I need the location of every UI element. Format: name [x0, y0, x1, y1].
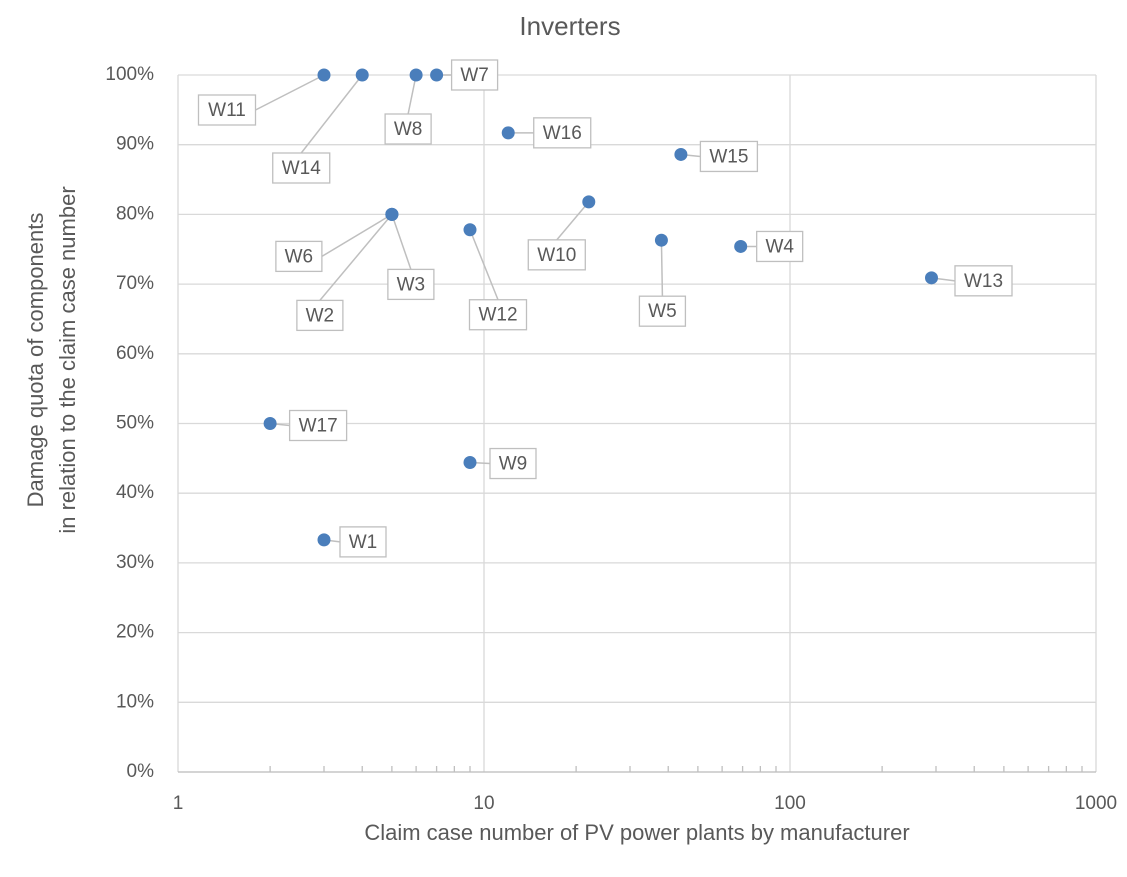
leader-line	[556, 201, 590, 241]
label-box	[638, 295, 687, 327]
leader-line	[660, 240, 664, 297]
leader-line	[255, 74, 325, 111]
point-label: W3	[397, 274, 426, 295]
point	[734, 239, 748, 253]
point	[317, 68, 331, 82]
y-tick-label: 100%	[105, 64, 154, 85]
x-tick-label: 100	[774, 793, 806, 814]
point	[317, 533, 331, 547]
x-axis-title: Claim case number of PV power plants by …	[364, 820, 909, 845]
point-label: W13	[964, 271, 1003, 292]
leader-line	[300, 74, 363, 154]
label-box	[489, 447, 537, 480]
label-box	[387, 268, 435, 301]
y-tick-label: 50%	[116, 413, 154, 434]
point	[409, 68, 423, 82]
y-tick-label: 10%	[116, 691, 154, 712]
point-label: W11	[208, 100, 246, 121]
point	[430, 68, 444, 82]
label-box	[384, 113, 432, 145]
label-box	[272, 152, 331, 184]
point-label: W4	[765, 236, 794, 257]
point-label: W7	[460, 65, 489, 86]
leader-line	[391, 214, 412, 270]
y-tick-label: 90%	[116, 134, 154, 155]
label-box	[756, 230, 804, 263]
y-tick-label: 30%	[116, 552, 154, 573]
y-tick-label: 70%	[116, 273, 154, 294]
point	[355, 68, 369, 82]
leader-line	[469, 229, 499, 301]
label-box	[288, 409, 348, 442]
x-tick-label: 1000	[1075, 793, 1117, 814]
point-label: W8	[394, 119, 423, 140]
point-label: W17	[299, 416, 338, 437]
point	[924, 271, 938, 285]
leader-line	[321, 213, 393, 258]
label-box	[954, 265, 1013, 297]
point	[674, 147, 688, 161]
label-box	[699, 140, 759, 173]
point-label: W12	[478, 305, 517, 326]
y-tick-label: 80%	[116, 203, 154, 224]
label-box	[527, 239, 586, 271]
label-box	[296, 299, 344, 332]
x-tick-label: 1	[173, 793, 184, 814]
point-label: W2	[306, 305, 335, 326]
point-label: W9	[499, 454, 528, 475]
leader-line	[319, 213, 393, 301]
point-label: W16	[543, 123, 582, 144]
point-label: W10	[537, 245, 576, 266]
point	[654, 233, 668, 247]
point	[463, 456, 477, 470]
y-tick-label: 20%	[116, 622, 154, 643]
point-label: W1	[349, 532, 378, 553]
point	[385, 207, 399, 221]
point-label: W6	[285, 246, 314, 267]
chart-title: Inverters	[519, 11, 620, 41]
y-tick-label: 60%	[116, 343, 154, 364]
y-axis-title: Damage quota of components	[23, 213, 48, 508]
y-axis-title: in relation to the claim case number	[55, 186, 80, 533]
y-tick-label: 40%	[116, 482, 154, 503]
point-label: W14	[282, 158, 322, 179]
point	[463, 223, 477, 237]
label-box	[339, 526, 387, 558]
point	[263, 417, 277, 430]
label-box	[197, 94, 257, 126]
label-box	[468, 299, 528, 331]
label-box	[450, 59, 499, 91]
point	[501, 126, 515, 140]
y-tick-label: 0%	[127, 761, 155, 782]
leader-line	[407, 74, 417, 115]
label-box	[533, 117, 592, 149]
point	[582, 195, 596, 209]
point-label: W15	[709, 146, 748, 167]
point-label: W5	[648, 301, 677, 322]
x-tick-label: 10	[473, 793, 494, 814]
label-box	[275, 240, 323, 273]
